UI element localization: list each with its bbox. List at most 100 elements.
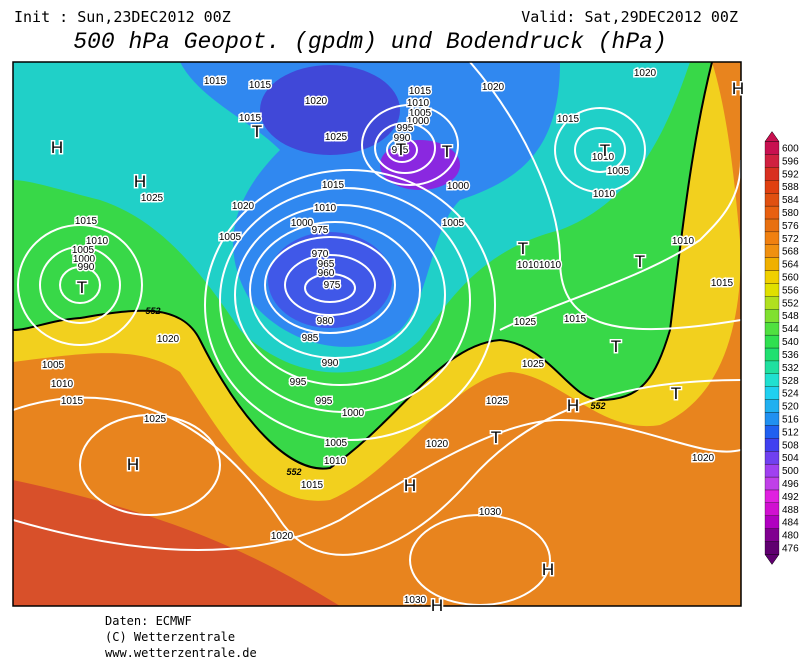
data-source: Daten: ECMWF	[105, 614, 192, 628]
colorbar-label: 584	[782, 195, 799, 206]
colorbar-cap-bottom	[764, 554, 780, 565]
colorbar-label: 592	[782, 169, 799, 180]
colorbar-swatch	[764, 425, 780, 439]
contour-label: 552	[145, 306, 160, 316]
isobar-label: 1020	[157, 334, 180, 345]
isobar-label: 1010	[314, 203, 337, 214]
colorbar-label: 476	[782, 544, 799, 555]
contour-label: 552	[286, 467, 301, 477]
colorbar-swatch	[764, 180, 780, 194]
colorbar-label: 484	[782, 518, 799, 529]
isobar-label: 1000	[73, 254, 96, 265]
colorbar-label: 560	[782, 273, 799, 284]
colorbar-swatch	[764, 205, 780, 220]
isobar-label: 1015	[204, 76, 227, 87]
isobar-label: 1010	[86, 236, 109, 247]
colorbar-swatch	[764, 309, 780, 323]
isobar-label: 1015	[75, 216, 98, 227]
isobar-label: 1010	[539, 260, 562, 271]
colorbar-swatch	[764, 438, 780, 452]
colorbar-label: 580	[782, 208, 799, 219]
isobar-label: 1030	[479, 507, 502, 518]
colorbar-label: 480	[782, 531, 799, 542]
field-deep-blue	[268, 232, 392, 328]
isobar-label: 1015	[249, 80, 272, 91]
isobar-label: 985	[302, 333, 319, 344]
isobar-label: 970	[312, 249, 329, 260]
isobar-label: 1000	[447, 181, 470, 192]
colorbar-swatch	[764, 489, 780, 503]
isobar-label: 1005	[409, 108, 432, 119]
colorbar-swatch	[764, 218, 780, 233]
colorbar-label: 588	[782, 182, 799, 193]
pressure-center: T	[671, 384, 681, 403]
isobar-label: 975	[312, 225, 329, 236]
colorbar-label: 540	[782, 337, 799, 348]
pressure-center: H	[404, 476, 416, 495]
pressure-center: T	[611, 337, 621, 356]
isobar-label: 1010	[517, 260, 540, 271]
website: www.wetterzentrale.de	[105, 646, 257, 660]
isobar-label: 1015	[239, 113, 262, 124]
colorbar-swatch	[764, 296, 780, 310]
isobar-label: 1015	[301, 480, 324, 491]
colorbar-label: 596	[782, 156, 799, 167]
colorbar-swatch	[764, 141, 780, 155]
colorbar-label: 576	[782, 221, 799, 232]
colorbar-label: 528	[782, 376, 799, 387]
colorbar-swatch	[764, 541, 780, 555]
colorbar-label: 496	[782, 479, 799, 490]
map-title: 500 hPa Geopot. (gpdm) und Bodendruck (h…	[73, 29, 667, 55]
isobar-label: 1015	[61, 396, 84, 407]
pressure-center: H	[51, 138, 63, 157]
valid-time: Valid: Sat,29DEC2012 00Z	[521, 8, 738, 26]
colorbar-swatch	[764, 283, 780, 297]
isobar-label: 1020	[692, 453, 715, 464]
pressure-center: T	[396, 140, 406, 159]
colorbar-label: 516	[782, 414, 799, 425]
pressure-center: T	[442, 142, 452, 161]
pressure-center: H	[567, 396, 579, 415]
isobar-label: 960	[318, 268, 335, 279]
pressure-center: T	[518, 239, 528, 258]
isobar-label: 965	[318, 259, 335, 270]
colorbar-swatch	[764, 515, 780, 529]
isobar-label: 1010	[593, 189, 616, 200]
colorbar-label: 572	[782, 234, 799, 245]
isobar-label: 1000	[342, 408, 365, 419]
isobar-label: 1005	[442, 218, 465, 229]
isobar-label: 1020	[271, 531, 294, 542]
isobar-label: 1010	[324, 456, 347, 467]
isobar-label: 995	[397, 123, 414, 134]
isobar-label: 1025	[141, 193, 164, 204]
isobar-label: 1020	[305, 96, 328, 107]
colorbar-label: 532	[782, 363, 799, 374]
colorbar-label: 544	[782, 324, 799, 335]
colorbar-swatch	[764, 347, 780, 362]
isobar-label: 1005	[42, 360, 65, 371]
isobar-label: 1005	[219, 232, 242, 243]
colorbar-swatch	[764, 360, 780, 374]
colorbar-label: 492	[782, 492, 799, 503]
colorbar-swatch	[764, 528, 780, 542]
pressure-center: H	[127, 455, 139, 474]
pressure-center: T	[491, 428, 501, 447]
isobar-label: 1015	[322, 180, 345, 191]
colorbar-label: 504	[782, 453, 799, 464]
colorbar-label: 564	[782, 260, 799, 271]
isobar-label: 1005	[325, 438, 348, 449]
isobar-label: 1015	[564, 314, 587, 325]
pressure-center: T	[77, 278, 87, 297]
isobar-label: 1010	[51, 379, 74, 390]
isobar-label: 1020	[232, 201, 255, 212]
pressure-center: T	[252, 122, 262, 141]
contour-label: 552	[590, 401, 605, 411]
colorbar-swatch	[764, 334, 780, 349]
copyright: (C) Wetterzentrale	[105, 630, 235, 644]
isobar-label: 1005	[72, 245, 95, 256]
pressure-center: H	[542, 560, 554, 579]
isobar-label: 1030	[404, 595, 427, 606]
map-frame	[12, 61, 742, 607]
isobar-label: 990	[322, 358, 339, 369]
